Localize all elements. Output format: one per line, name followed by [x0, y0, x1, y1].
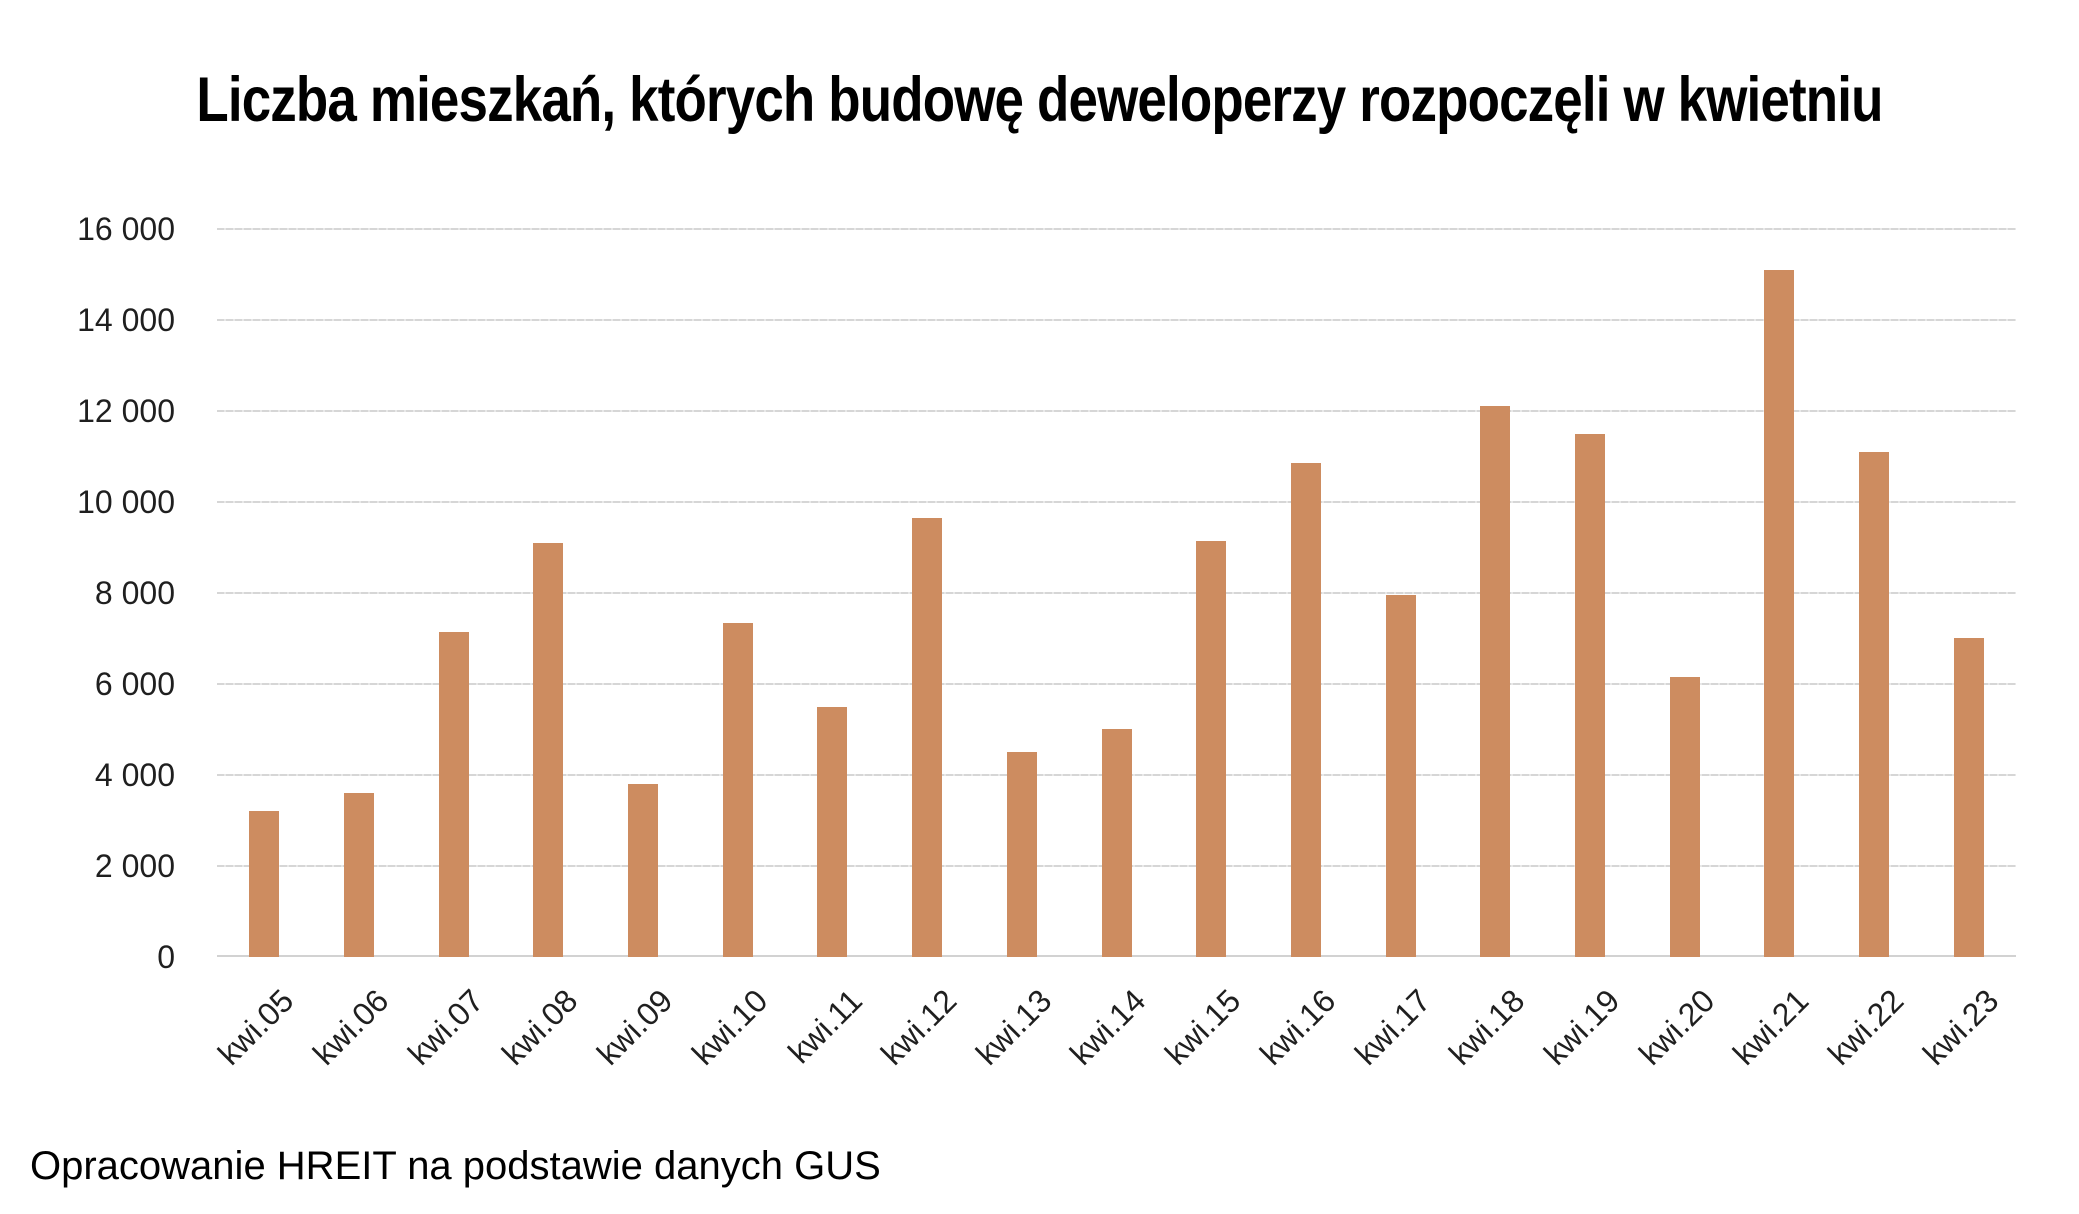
x-axis-label: kwi.16	[1253, 982, 1343, 1072]
bar	[1670, 677, 1700, 957]
bar	[533, 543, 563, 957]
plot-area: 0 2 000 4 000 6 000 8 000 10 000 12 000 14 000 1…	[77, 213, 2016, 1072]
x-axis-label: kwi.09	[590, 982, 680, 1072]
bar	[628, 784, 658, 957]
bar	[1291, 463, 1321, 957]
x-axis-label: kwi.11	[780, 982, 869, 1071]
gridline	[217, 683, 2016, 685]
bar	[344, 793, 374, 957]
x-axis-label: kwi.05	[211, 982, 301, 1072]
chart-title: Liczba mieszkań, których budowę dewelope…	[196, 65, 1883, 135]
x-axis-label: kwi.07	[401, 982, 491, 1072]
x-axis-label: kwi.18	[1442, 982, 1532, 1072]
bar	[1007, 752, 1037, 957]
bar	[1575, 434, 1605, 957]
x-axis-label: kwi.21	[1726, 982, 1816, 1072]
x-axis-label: kwi.08	[495, 982, 585, 1072]
x-axis-label: kwi.23	[1916, 982, 2006, 1072]
gridline	[217, 410, 2016, 412]
gridline	[217, 228, 2016, 230]
bar	[439, 632, 469, 957]
bar	[1764, 270, 1794, 957]
x-axis-label: kwi.12	[874, 982, 964, 1072]
y-axis-tick-label: 12 000	[77, 393, 175, 429]
bar	[1480, 406, 1510, 957]
gridline	[217, 592, 2016, 594]
y-axis-tick-label: 8 000	[94, 575, 175, 611]
y-axis-tick-label: 4 000	[94, 757, 175, 793]
gridline	[217, 501, 2016, 503]
bar	[1859, 452, 1889, 957]
bar	[249, 811, 279, 957]
bar	[723, 623, 753, 957]
gridline	[217, 319, 2016, 321]
bar	[817, 707, 847, 957]
bar	[912, 518, 942, 957]
x-axis-label: kwi.19	[1537, 982, 1627, 1072]
y-axis-tick-label: 6 000	[94, 666, 175, 702]
source-note: Opracowanie HREIT na podstawie danych GU…	[30, 1144, 881, 1188]
y-axis-tick-label: 0	[157, 939, 175, 975]
y-axis-tick-label: 10 000	[77, 484, 175, 520]
bar	[1196, 541, 1226, 957]
bar	[1954, 638, 1984, 957]
x-axis-label: kwi.22	[1821, 982, 1911, 1072]
x-axis-label: kwi.20	[1632, 982, 1722, 1072]
x-axis-label: kwi.06	[306, 982, 396, 1072]
x-axis-label: kwi.10	[685, 982, 775, 1072]
y-axis-tick-label: 2 000	[94, 848, 175, 884]
bar	[1102, 729, 1132, 957]
y-axis-tick-label: 14 000	[77, 302, 175, 338]
x-axis-label: kwi.17	[1348, 982, 1438, 1072]
bar	[1386, 595, 1416, 957]
x-axis-label: kwi.15	[1158, 982, 1248, 1072]
x-axis-label: kwi.13	[969, 982, 1059, 1072]
y-axis-tick-label: 16 000	[77, 211, 175, 247]
x-axis-label: kwi.14	[1063, 982, 1153, 1072]
